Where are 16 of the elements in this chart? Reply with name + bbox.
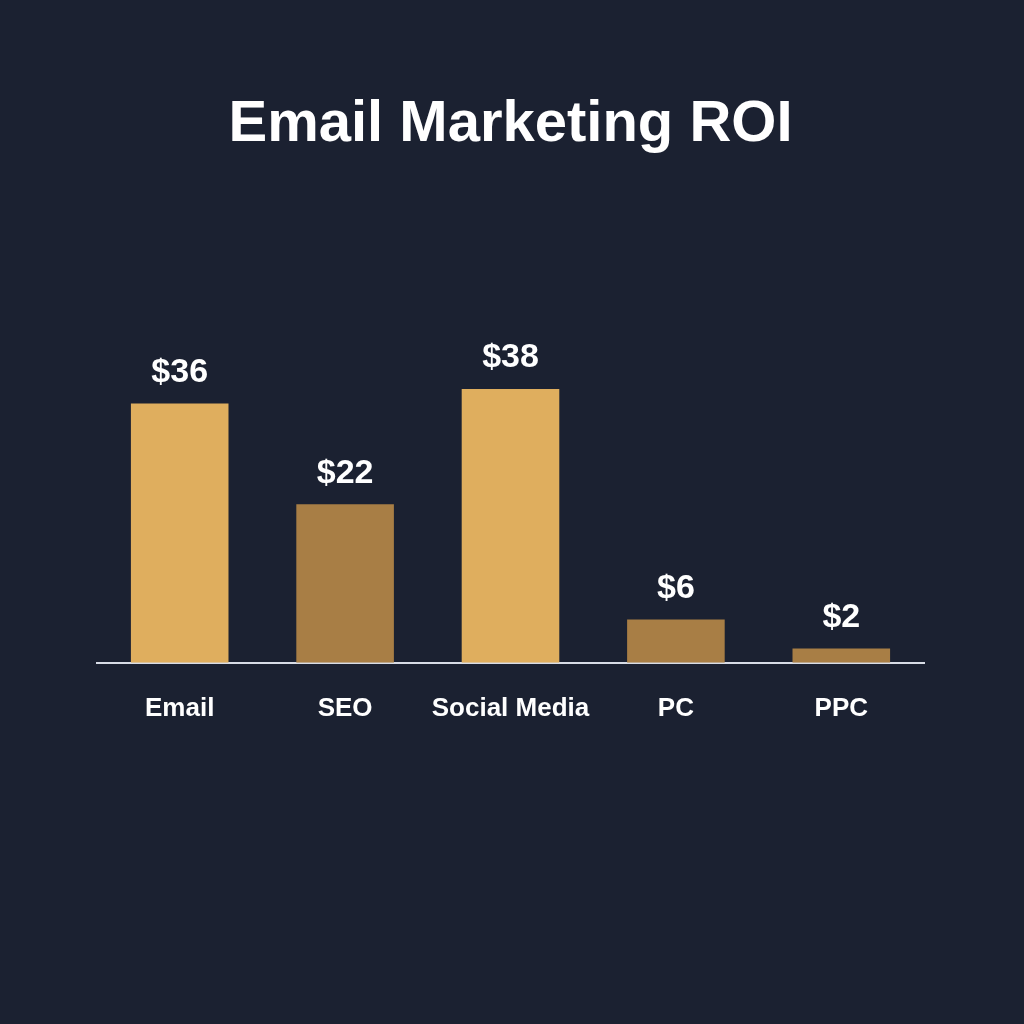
data-label: $22 [316,451,374,490]
chart-title: Email Marketing ROI [228,87,793,153]
bar [130,403,229,663]
data-label: $36 [151,350,209,389]
data-label: $2 [822,595,861,634]
bar [296,504,394,663]
data-label: $6 [656,566,695,605]
bar [627,619,725,663]
x-tick-label: PPC [814,691,869,722]
bar [792,648,891,663]
data-label: $38 [482,336,539,375]
bar [461,389,560,663]
x-tick-label: SEO [317,691,373,722]
x-tick-label: PC [657,691,695,722]
x-tick-label: Social Media [431,691,590,722]
x-tick-label: Email [145,691,215,722]
